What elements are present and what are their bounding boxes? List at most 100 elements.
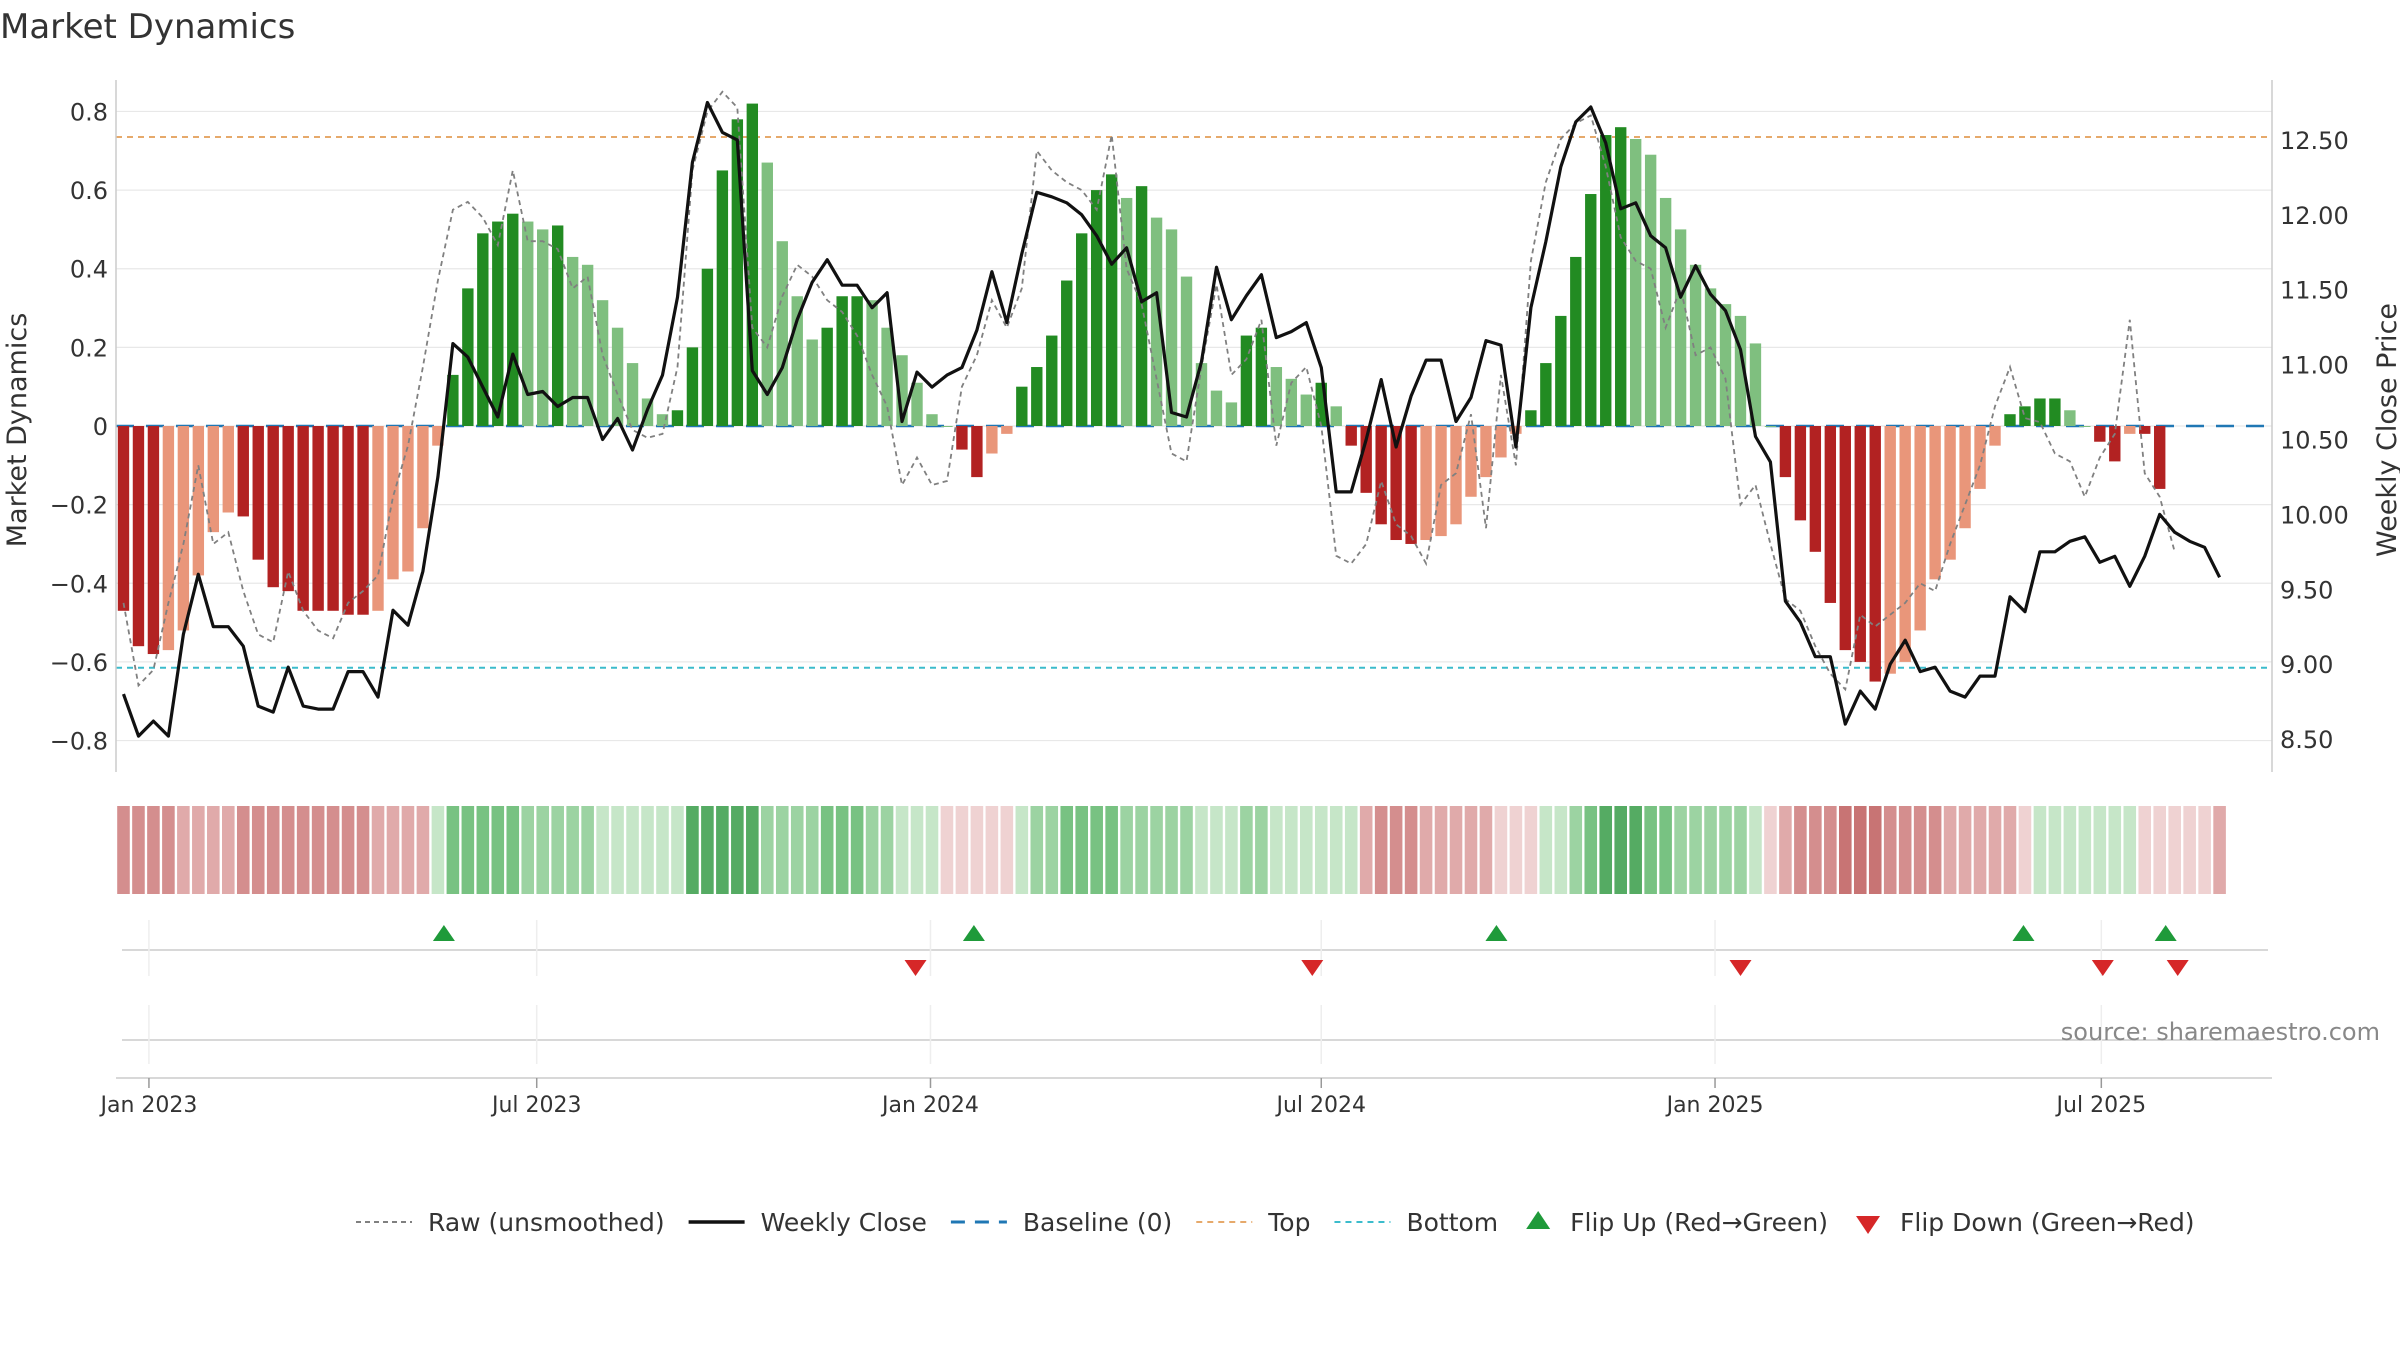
dynamics-bar-123	[1959, 426, 1971, 529]
dynamics-bar-39	[701, 268, 714, 426]
state-strip-cell-28	[536, 806, 549, 894]
left-tick-label-2: −0.4	[50, 570, 108, 598]
state-strip-cell-93	[1509, 806, 1523, 894]
state-strip-cell-131	[2078, 806, 2092, 894]
legend: Raw (unsmoothed) Weekly Close Baseline (0)…	[356, 1208, 2195, 1237]
dynamics-bar-8	[237, 426, 249, 517]
state-strip-cell-86	[1404, 806, 1418, 894]
dynamics-bar-20	[417, 426, 429, 529]
dynamics-bar-58	[986, 426, 998, 454]
dynamics-bar-107	[1719, 304, 1732, 426]
dynamics-bar-5	[192, 426, 205, 576]
state-strip-cell-135	[2138, 806, 2152, 894]
state-strip-cell-89	[1449, 806, 1463, 894]
dynamics-bar-18	[387, 426, 399, 580]
legend-label-top: Top	[1267, 1208, 1310, 1237]
left-axis-ticks: −0.8 −0.6 −0.4 −0.2 0 0.2 0.4 0.6 0.8	[50, 98, 108, 755]
state-strip-cell-112	[1794, 806, 1807, 894]
dynamics-bar-88	[1435, 426, 1447, 537]
legend-item-close: Weekly Close	[688, 1208, 927, 1237]
state-strip-cell-101	[1629, 806, 1642, 894]
right-tick-label-8: 12.50	[2280, 127, 2349, 155]
state-strip-cell-128	[2033, 806, 2047, 894]
dynamics-bar-19	[402, 426, 414, 572]
dynamics-bar-42	[746, 103, 759, 426]
raw-line	[122, 90, 2176, 692]
dynamics-bar-124	[1974, 426, 1986, 489]
dynamics-bar-60	[1016, 386, 1028, 426]
left-tick-label-1: −0.6	[50, 649, 108, 677]
state-strip-cell-88	[1434, 806, 1448, 894]
state-strip-cell-29	[551, 806, 564, 894]
state-strip-cell-51	[880, 806, 894, 894]
dynamics-bar-21	[432, 426, 444, 446]
state-strip-cell-4	[177, 806, 190, 894]
state-strip-cell-68	[1135, 806, 1148, 894]
state-strip-cell-118	[1883, 806, 1897, 894]
state-strip-cell-19	[401, 806, 415, 894]
dynamics-bar-44	[776, 241, 788, 426]
state-strip-cell-6	[207, 806, 220, 894]
state-strip-cell-98	[1584, 806, 1598, 894]
state-strip-cell-96	[1554, 806, 1568, 894]
state-strip-cell-36	[656, 806, 669, 894]
state-strip-cell-120	[1913, 806, 1927, 894]
state-strip-cell-50	[865, 806, 879, 894]
dynamics-bar-47	[821, 327, 833, 426]
flip-down-marker-3	[2091, 960, 2114, 976]
dynamics-bar-37	[671, 410, 684, 426]
dynamics-bar-114	[1824, 426, 1837, 603]
state-strip-cell-82	[1344, 806, 1358, 894]
state-strip-cell-100	[1614, 806, 1627, 894]
state-strip-cell-12	[296, 806, 310, 894]
dynamics-bar-31	[581, 264, 594, 426]
dynamics-bar-36	[656, 414, 669, 426]
state-strip-cell-47	[820, 806, 834, 894]
dynamics-bar-67	[1120, 197, 1133, 426]
dynamics-bar-126	[2004, 414, 2016, 426]
state-strip-cell-138	[2183, 806, 2196, 894]
state-strip-cell-114	[1824, 806, 1837, 894]
right-tick-label-6: 11.50	[2280, 277, 2349, 305]
state-strip-cell-20	[416, 806, 430, 894]
state-strip-cell-14	[326, 806, 340, 894]
state-strip-cell-34	[626, 806, 639, 894]
state-strip-cell-53	[910, 806, 924, 894]
state-strip-cell-140	[2213, 806, 2226, 894]
state-strip-cell-99	[1599, 806, 1613, 894]
dynamics-bar-70	[1165, 229, 1178, 426]
state-strip-cell-45	[790, 806, 804, 894]
right-tick-label-0: 8.50	[2280, 726, 2333, 754]
state-strip-cell-127	[2018, 806, 2032, 894]
state-strip-cell-46	[805, 806, 819, 894]
dynamics-bar-34	[626, 363, 639, 426]
dynamics-bar-65	[1090, 190, 1103, 426]
state-strip-cell-104	[1674, 806, 1687, 894]
state-strip-cell-55	[940, 806, 954, 894]
axes	[115, 80, 2273, 772]
state-strip-cell-59	[1000, 806, 1014, 894]
state-strip-cell-69	[1150, 806, 1163, 894]
state-strip-cell-87	[1419, 806, 1433, 894]
dynamics-bar-136	[2154, 426, 2166, 489]
dynamics-bar-11	[282, 426, 294, 592]
dynamics-bar-131	[2079, 426, 2091, 427]
state-strip-cell-102	[1644, 806, 1657, 894]
state-strip-cell-18	[386, 806, 400, 894]
dynamics-bar-128	[2034, 398, 2046, 426]
state-strip-cell-67	[1120, 806, 1133, 894]
dynamics-bar-122	[1944, 426, 1956, 560]
state-strip-cell-26	[506, 806, 520, 894]
state-strip-cell-73	[1210, 806, 1223, 894]
state-strip-cell-13	[311, 806, 325, 894]
dynamics-bar-2	[147, 426, 160, 655]
state-strip-cell-16	[356, 806, 370, 894]
dynamics-bar-61	[1031, 367, 1043, 426]
dynamics-bar-119	[1899, 426, 1911, 662]
state-strip-cell-8	[236, 806, 250, 894]
state-strip-cell-37	[671, 806, 684, 894]
state-strip-cell-108	[1734, 806, 1747, 894]
legend-label-bottom: Bottom	[1406, 1208, 1498, 1237]
right-tick-label-1: 9.00	[2280, 651, 2333, 679]
